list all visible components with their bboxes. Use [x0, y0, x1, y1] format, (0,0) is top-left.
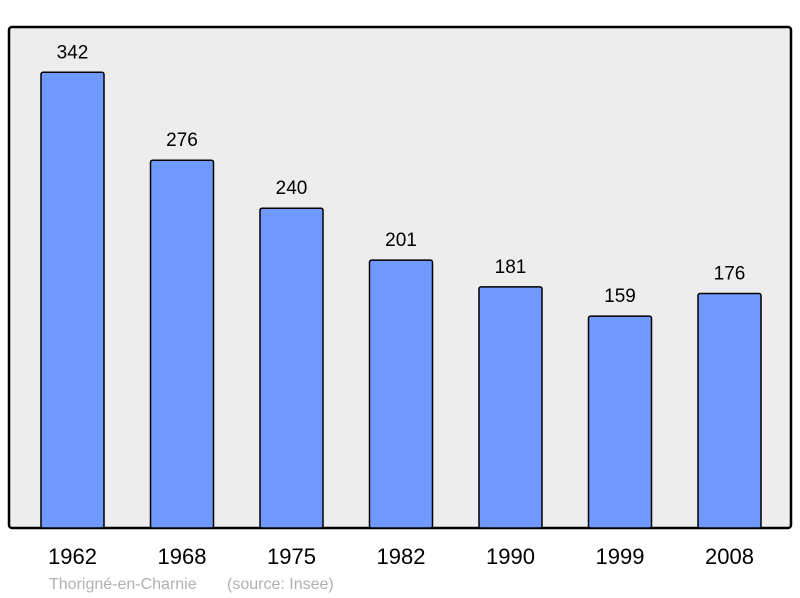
- x-tick-1990: 1990: [486, 544, 535, 569]
- bar-1990: [478, 286, 543, 529]
- footer-place: Thorigné-en-Charnie: [49, 576, 197, 593]
- x-tick-1999: 1999: [596, 544, 645, 569]
- data-label-1975: 240: [276, 178, 308, 199]
- data-label-1990: 181: [495, 257, 527, 278]
- footer-source: (source: Insee): [227, 576, 334, 593]
- bar-1968: [149, 159, 215, 529]
- data-label-1999: 159: [604, 286, 636, 307]
- bar-1999: [587, 315, 653, 529]
- bar-2008: [697, 292, 762, 529]
- bar-1975: [259, 207, 324, 529]
- data-label-1982: 201: [385, 230, 417, 251]
- data-label-2008: 176: [714, 263, 746, 284]
- bar-1982: [368, 259, 434, 529]
- x-tick-1975: 1975: [267, 544, 316, 569]
- data-label-1962: 342: [57, 42, 89, 63]
- x-tick-2008: 2008: [705, 544, 754, 569]
- x-tick-1982: 1982: [377, 544, 426, 569]
- bar-1962: [40, 71, 105, 529]
- x-tick-1962: 1962: [48, 544, 97, 569]
- data-label-1968: 276: [166, 130, 198, 151]
- x-tick-1968: 1968: [158, 544, 207, 569]
